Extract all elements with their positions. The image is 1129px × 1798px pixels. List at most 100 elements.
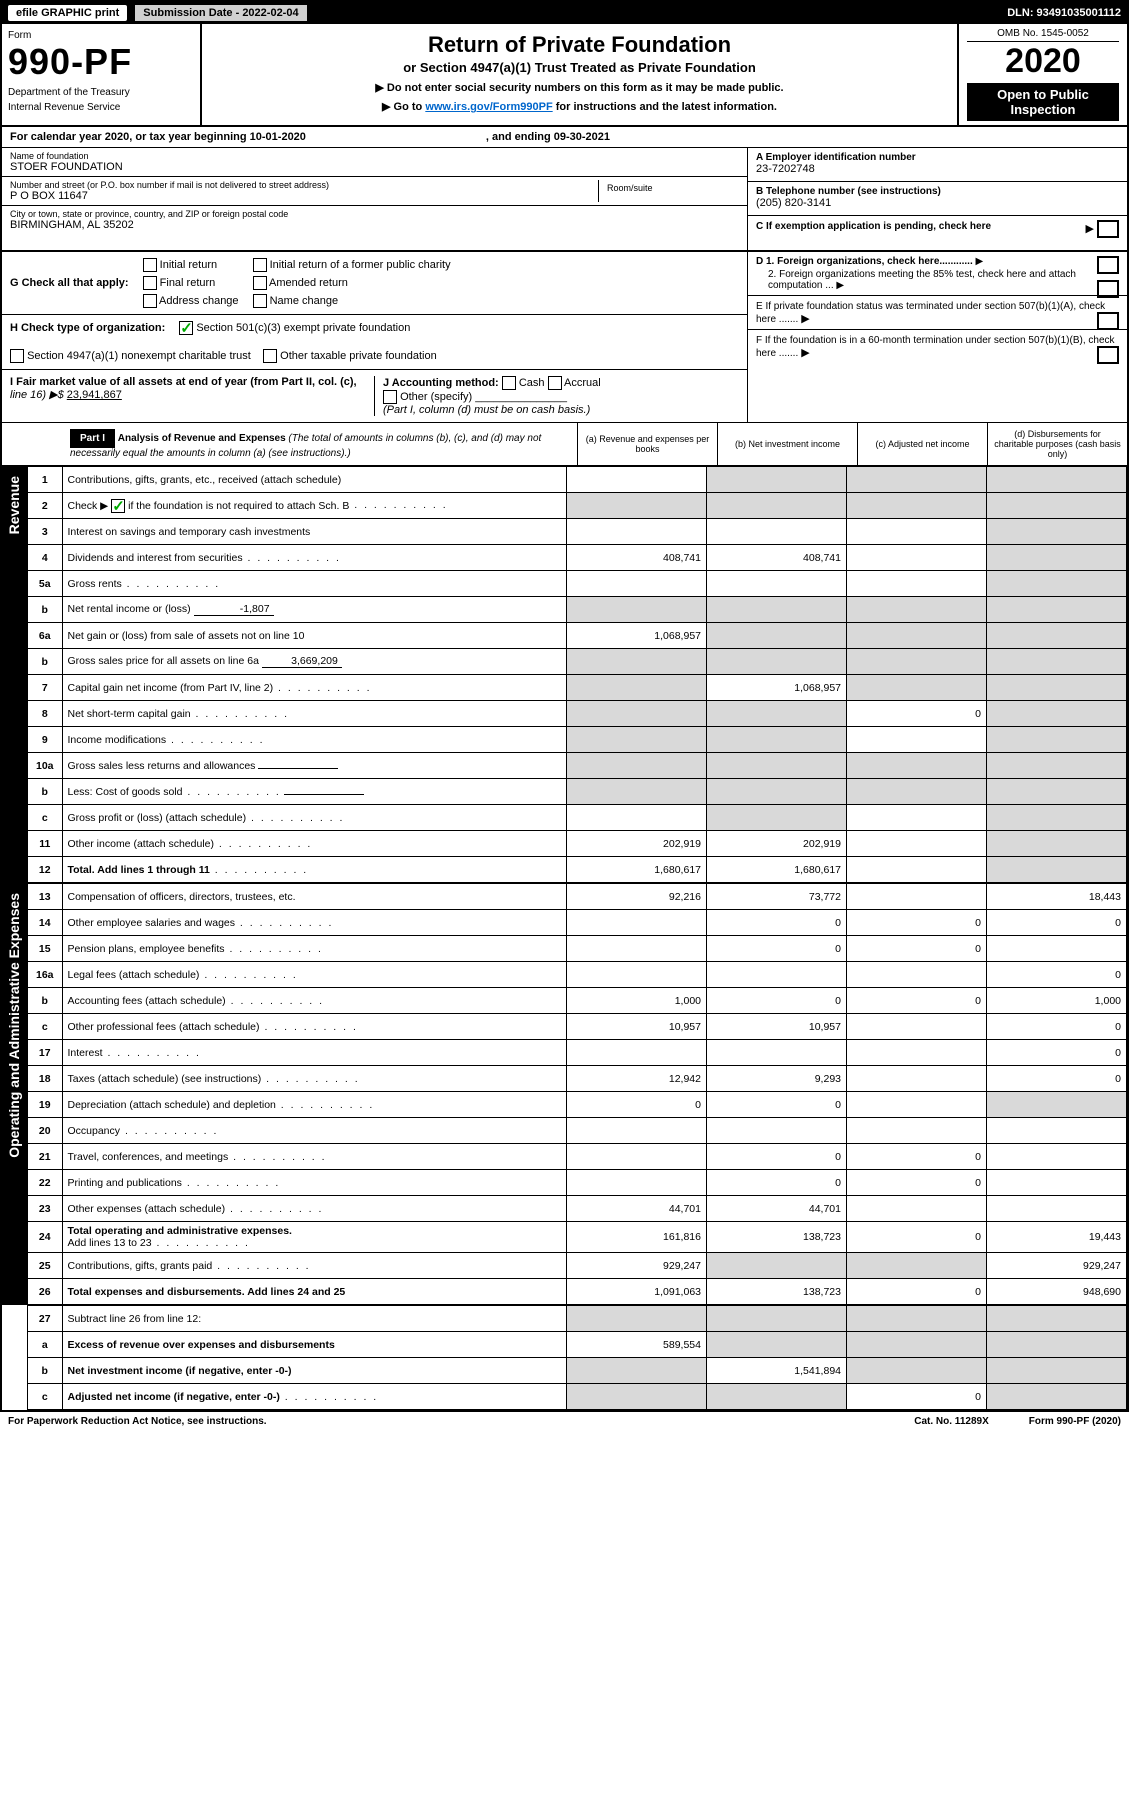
e-cell: E If private foundation status was termi…: [748, 296, 1127, 330]
row-2: 2Check ▶ if the foundation is not requir…: [28, 493, 1127, 519]
row-16a: 16aLegal fees (attach schedule)0: [28, 962, 1127, 988]
city-label: City or town, state or province, country…: [10, 209, 739, 219]
row-16c: cOther professional fees (attach schedul…: [28, 1014, 1127, 1040]
g-row: G Check all that apply: Initial return F…: [2, 252, 747, 315]
row-18: 18Taxes (attach schedule) (see instructi…: [28, 1066, 1127, 1092]
efile-button[interactable]: efile GRAPHIC print: [8, 5, 127, 21]
row-16b: bAccounting fees (attach schedule)1,0000…: [28, 988, 1127, 1014]
form-ref: Form 990-PF (2020): [1029, 1416, 1121, 1427]
name-change-cb[interactable]: [253, 294, 267, 308]
identity-left: Name of foundation STOER FOUNDATION Numb…: [2, 148, 747, 250]
foundation-name-row: Name of foundation STOER FOUNDATION: [2, 148, 747, 177]
row-23: 23Other expenses (attach schedule)44,701…: [28, 1196, 1127, 1222]
cash-cb[interactable]: [502, 376, 516, 390]
tax-year: 2020: [967, 42, 1119, 81]
col-c-hdr: (c) Adjusted net income: [857, 423, 987, 465]
accrual-cb[interactable]: [548, 376, 562, 390]
header-left: Form 990-PF Department of the Treasury I…: [2, 24, 202, 125]
calendar-year-row: For calendar year 2020, or tax year begi…: [2, 127, 1127, 148]
address-row: Number and street (or P.O. box number if…: [2, 177, 747, 206]
final-return-cb[interactable]: [143, 276, 157, 290]
j-note: (Part I, column (d) must be on cash basi…: [383, 404, 590, 416]
row-17: 17Interest0: [28, 1040, 1127, 1066]
check-section: G Check all that apply: Initial return F…: [2, 252, 1127, 423]
form-title: Return of Private Foundation: [214, 32, 945, 58]
city: BIRMINGHAM, AL 35202: [10, 219, 739, 231]
row-3: 3Interest on savings and temporary cash …: [28, 519, 1127, 545]
j-label: J Accounting method:: [383, 377, 499, 389]
row-1: 1Contributions, gifts, grants, etc., rec…: [28, 467, 1127, 493]
h-row: H Check type of organization: Section 50…: [2, 315, 747, 370]
row-12: 12Total. Add lines 1 through 111,680,617…: [28, 857, 1127, 883]
row-27b: bNet investment income (if negative, ent…: [28, 1358, 1127, 1384]
row-27: 27Subtract line 26 from line 12:: [28, 1306, 1127, 1332]
row-11: 11Other income (attach schedule)202,9192…: [28, 831, 1127, 857]
row-13: 13Compensation of officers, directors, t…: [28, 884, 1127, 910]
row-19: 19Depreciation (attach schedule) and dep…: [28, 1092, 1127, 1118]
row-10c: cGross profit or (loss) (attach schedule…: [28, 805, 1127, 831]
other-method-cb[interactable]: [383, 390, 397, 404]
revenue-table: 1Contributions, gifts, grants, etc., rec…: [28, 466, 1127, 883]
d1-cb[interactable]: [1097, 256, 1119, 274]
top-bar: efile GRAPHIC print Submission Date - 20…: [2, 2, 1127, 24]
instruction-2: ▶ Go to www.irs.gov/Form990PF for instru…: [214, 100, 945, 113]
header-center: Return of Private Foundation or Section …: [202, 24, 957, 125]
f-cb[interactable]: [1097, 346, 1119, 364]
initial-former-cb[interactable]: [253, 258, 267, 272]
g-label: G Check all that apply:: [10, 277, 129, 289]
room-label: Room/suite: [599, 180, 739, 202]
paperwork-notice: For Paperwork Reduction Act Notice, see …: [8, 1416, 267, 1427]
i-line: line 16) ▶$: [10, 389, 67, 401]
other-taxable-cb[interactable]: [263, 349, 277, 363]
dln: DLN: 93491035001112: [1007, 7, 1121, 19]
expenses-side-label: Operating and Administrative Expenses: [2, 883, 28, 1305]
instruction-1: ▶ Do not enter social security numbers o…: [214, 81, 945, 94]
address: P O BOX 11647: [10, 190, 598, 202]
col-a-hdr: (a) Revenue and expenses per books: [577, 423, 717, 465]
identity-right: A Employer identification number 23-7202…: [747, 148, 1127, 250]
e-cb[interactable]: [1097, 312, 1119, 330]
column-headers: (a) Revenue and expenses per books (b) N…: [577, 423, 1127, 465]
schb-cb[interactable]: [111, 499, 125, 513]
irs-link[interactable]: www.irs.gov/Form990PF: [425, 101, 552, 113]
phone-label: B Telephone number (see instructions): [756, 186, 1119, 197]
row-10a: 10aGross sales less returns and allowanc…: [28, 753, 1127, 779]
part1-badge: Part I: [70, 429, 115, 448]
form-header: Form 990-PF Department of the Treasury I…: [2, 24, 1127, 127]
exemption-checkbox[interactable]: [1097, 220, 1119, 238]
4947-cb[interactable]: [10, 349, 24, 363]
amended-return-cb[interactable]: [253, 276, 267, 290]
part1-gutter: [2, 423, 62, 465]
row-22: 22Printing and publications00: [28, 1170, 1127, 1196]
exemption-cell: C If exemption application is pending, c…: [748, 216, 1127, 250]
part1-desc: Part I Analysis of Revenue and Expenses …: [62, 423, 577, 465]
city-row: City or town, state or province, country…: [2, 206, 747, 234]
revenue-side-label: Revenue: [2, 466, 28, 883]
row-7: 7Capital gain net income (from Part IV, …: [28, 675, 1127, 701]
501c3-cb[interactable]: [179, 321, 193, 335]
expenses-section: Operating and Administrative Expenses 13…: [2, 883, 1127, 1305]
row-4: 4Dividends and interest from securities4…: [28, 545, 1127, 571]
row-15: 15Pension plans, employee benefits00: [28, 936, 1127, 962]
open-inspection: Open to Public Inspection: [967, 83, 1119, 121]
row-5a: 5aGross rents: [28, 571, 1127, 597]
address-change-cb[interactable]: [143, 294, 157, 308]
foundation-name: STOER FOUNDATION: [10, 161, 739, 173]
dept-treasury: Department of the Treasury: [8, 87, 190, 98]
net-gutter: [2, 1305, 28, 1410]
j-block: J Accounting method: Cash Accrual Other …: [375, 376, 739, 416]
phone-value: (205) 820-3141: [756, 197, 1119, 209]
initial-return-cb[interactable]: [143, 258, 157, 272]
row-14: 14Other employee salaries and wages000: [28, 910, 1127, 936]
form-label: Form: [8, 30, 190, 41]
part1-header-row: Part I Analysis of Revenue and Expenses …: [2, 423, 1127, 466]
check-left: G Check all that apply: Initial return F…: [2, 252, 747, 422]
col-d-hdr: (d) Disbursements for charitable purpose…: [987, 423, 1127, 465]
submission-date: Submission Date - 2022-02-04: [135, 5, 306, 21]
form-number: 990-PF: [8, 41, 190, 83]
revenue-section: Revenue 1Contributions, gifts, grants, e…: [2, 466, 1127, 883]
row-27a: aExcess of revenue over expenses and dis…: [28, 1332, 1127, 1358]
cal-year-end: , and ending 09-30-2021: [486, 131, 610, 143]
part1-title: Analysis of Revenue and Expenses: [118, 433, 286, 444]
addr-label: Number and street (or P.O. box number if…: [10, 180, 598, 190]
